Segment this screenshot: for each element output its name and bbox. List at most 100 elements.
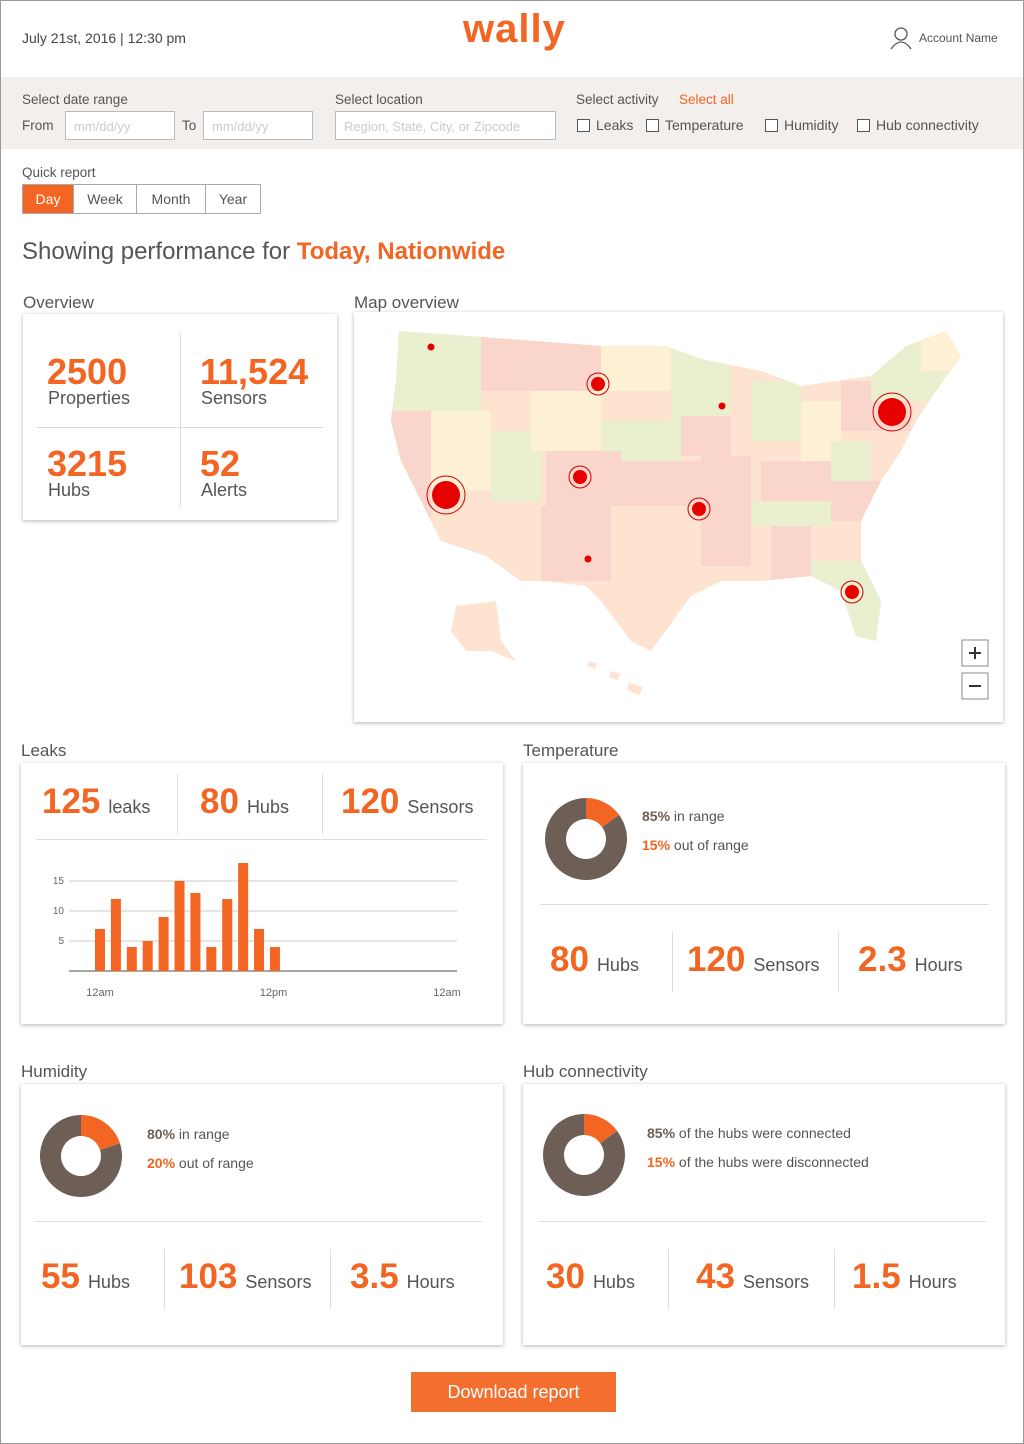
stat-value: 3215 [47, 443, 128, 484]
checkbox[interactable] [857, 119, 870, 132]
label: To [182, 118, 197, 133]
stat: 55 Hubs [41, 1257, 130, 1302]
heading-text: Showing performance for [22, 238, 291, 265]
stat-value: 3.5 [350, 1257, 399, 1296]
y-tick-label: 5 [58, 936, 64, 947]
donut-label: 15% of the hubs were disconnected [647, 1154, 869, 1170]
download-button[interactable]: Download report [411, 1372, 616, 1412]
stat-label: Hours [908, 1272, 957, 1292]
label: Select activity [576, 92, 659, 107]
quick-report-option[interactable]: Day [22, 184, 74, 214]
divider [34, 1221, 482, 1222]
donut-category: out of range [673, 837, 749, 853]
donut-value: 80% [147, 1126, 176, 1142]
label: Quick report [22, 165, 96, 180]
hawaii [587, 661, 643, 695]
stat-label: Sensors [753, 955, 820, 975]
divider [177, 774, 178, 834]
stat: 30 Hubs [546, 1257, 635, 1302]
select-all[interactable]: Select all [679, 92, 734, 107]
checkbox-label: Temperature [665, 117, 744, 133]
logo: wally [463, 7, 566, 51]
zoom-out[interactable] [961, 672, 989, 700]
stat-value: 125 [42, 782, 101, 821]
stat-label: Sensors [201, 388, 268, 408]
stat-value: 30 [546, 1257, 585, 1296]
stat: 3.5 Hours [350, 1257, 455, 1302]
bar [158, 917, 169, 971]
divider [330, 1249, 331, 1309]
donut-value: 20% [147, 1155, 176, 1171]
divider [668, 1249, 669, 1309]
donut-segment [39, 1115, 122, 1197]
divider [834, 1249, 835, 1309]
alaska [451, 601, 516, 661]
divider [538, 1221, 986, 1222]
stat-value: 52 [200, 443, 241, 484]
divider [541, 904, 989, 905]
donut-value: 85% [642, 808, 671, 824]
donut-label: 80% in range [147, 1126, 230, 1142]
donut-segment [543, 1114, 626, 1196]
date-input[interactable]: mm/dd/yy [65, 111, 175, 140]
quick-report-option[interactable]: Month [137, 184, 206, 214]
stat-label: Hubs [48, 480, 91, 500]
checkbox[interactable] [646, 119, 659, 132]
checkbox[interactable] [577, 119, 590, 132]
quick-report-option[interactable]: Week [74, 184, 137, 214]
stat-value: 103 [179, 1257, 238, 1296]
bar [254, 929, 265, 971]
stat-label: Alerts [201, 480, 248, 500]
checkbox[interactable] [765, 119, 778, 132]
account-name: Account Name [919, 31, 998, 45]
divider [37, 839, 487, 840]
stat-value: 43 [696, 1257, 735, 1296]
date-input[interactable]: mm/dd/yy [203, 111, 313, 140]
checkbox-label: Leaks [596, 117, 634, 133]
stat: 120 Sensors [687, 940, 819, 985]
donut-category: of the hubs were disconnected [678, 1154, 869, 1170]
location-input[interactable]: Region, State, City, or Zipcode [335, 111, 556, 140]
donut-value: 85% [647, 1125, 676, 1141]
bar [142, 941, 153, 971]
label: From [22, 118, 54, 133]
stat-value: 11,524 [200, 351, 309, 392]
donut-category: out of range [178, 1155, 254, 1171]
stat-value: 80 [200, 782, 239, 821]
donut-label: 15% out of range [642, 837, 749, 853]
stat: 80 Hubs [550, 940, 639, 985]
stat-value: 1.5 [852, 1257, 901, 1296]
donut-category: in range [178, 1126, 230, 1142]
donut-segment [544, 798, 627, 880]
map-markers [426, 343, 912, 604]
stat-value: 80 [550, 940, 589, 979]
section-title: Overview [23, 293, 94, 312]
stat: 120 Sensors [341, 782, 473, 827]
y-tick-label: 15 [53, 876, 65, 887]
bar [222, 899, 233, 971]
stat-value: 120 [341, 782, 400, 821]
section-title: Hub connectivity [523, 1062, 648, 1081]
stat-label: Hubs [87, 1272, 130, 1292]
donut-label: 85% of the hubs were connected [647, 1125, 851, 1141]
bar [190, 893, 201, 971]
stat-label: Sensors [245, 1272, 312, 1292]
stat-value: 2.3 [858, 940, 907, 979]
stat-value: 2500 [47, 351, 128, 392]
stat: 43 Sensors [696, 1257, 809, 1302]
divider [838, 932, 839, 992]
bar [174, 881, 185, 971]
y-tick-label: 10 [53, 906, 65, 917]
quick-report-option[interactable]: Year [206, 184, 261, 214]
zoom-in[interactable] [961, 639, 989, 667]
x-tick-label: 12am [86, 987, 114, 999]
bar [238, 863, 249, 971]
stat-label: Sensors [407, 797, 474, 817]
bar [110, 899, 121, 971]
divider [672, 932, 673, 992]
heading-highlight: Today, Nationwide [296, 238, 506, 265]
section-title: Leaks [21, 741, 67, 760]
stat: 103 Sensors [179, 1257, 311, 1302]
